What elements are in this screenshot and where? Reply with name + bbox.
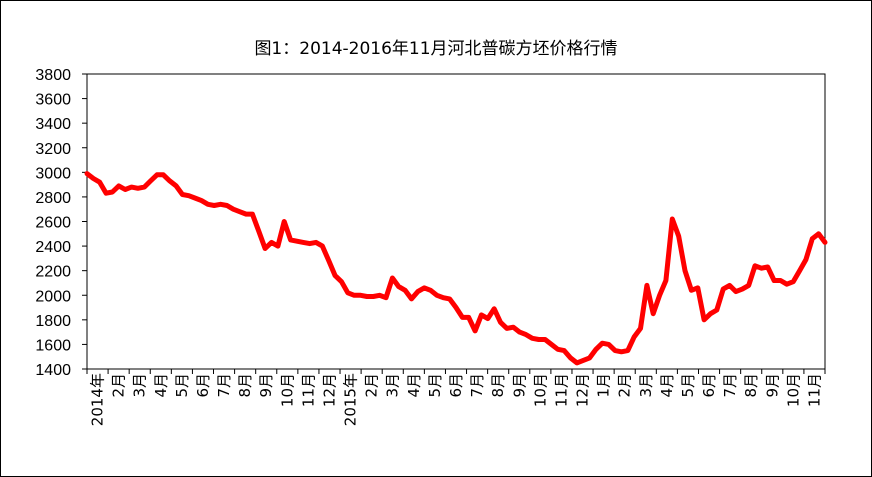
y-tick-label: 3800 (35, 67, 71, 84)
x-tick-label: 3月 (131, 373, 149, 398)
x-tick-label: 12月 (320, 373, 338, 407)
chart-title: 图1：2014-2016年11月河北普碳方坯价格行情 (254, 39, 618, 59)
x-tick-label: 10月 (531, 373, 549, 407)
x-tick-label: 1月 (595, 373, 613, 398)
x-tick-label: 6月 (447, 373, 465, 398)
y-tick-label: 2600 (35, 215, 71, 232)
series-line-0 (84, 171, 828, 366)
x-tick-label: 12月 (574, 373, 592, 407)
y-tick-label: 3400 (35, 116, 71, 133)
y-tick-label: 3200 (35, 141, 71, 158)
x-tick-label: 2014年 (89, 373, 107, 426)
x-tick-label: 4月 (658, 373, 676, 398)
y-tick-label: 1800 (35, 313, 71, 330)
x-tick-label: 5月 (426, 373, 444, 398)
y-tick-label: 3600 (35, 92, 71, 109)
y-tick-label: 2400 (35, 239, 71, 256)
y-tick-label: 2800 (35, 190, 71, 207)
y-tick-label: 2000 (35, 288, 71, 305)
x-tick-label: 9月 (510, 373, 528, 398)
x-tick-label: 11月 (552, 373, 570, 407)
x-tick-label: 11月 (299, 373, 317, 407)
x-tick-label: 6月 (194, 373, 212, 398)
x-tick-label: 5月 (679, 373, 697, 398)
x-tick-label: 5月 (173, 373, 191, 398)
x-tick-label: 7月 (215, 373, 233, 398)
plot-area (86, 73, 826, 370)
x-tick-label: 2015年 (342, 373, 360, 426)
y-tick-label: 3000 (35, 165, 71, 182)
x-tick-label: 8月 (742, 373, 760, 398)
x-tick-label: 10月 (784, 373, 802, 407)
x-tick-label: 7月 (721, 373, 739, 398)
x-tick-label: 9月 (257, 373, 275, 398)
y-tick-label: 1400 (35, 362, 71, 379)
y-axis: 1400 1600 1800 2000 2200 2400 2600 2800 3000 3200… (35, 67, 87, 379)
series-layer (84, 171, 828, 366)
x-tick-label: 2月 (616, 373, 634, 398)
x-tick-label: 10月 (278, 373, 296, 407)
x-tick-label: 4月 (405, 373, 423, 398)
x-tick-label: 2月 (363, 373, 381, 398)
x-tick-label: 4月 (152, 373, 170, 398)
x-tick-label: 9月 (763, 373, 781, 398)
y-tick-label: 1600 (35, 337, 71, 354)
y-tick-label: 2200 (35, 264, 71, 281)
x-axis: 2014年 2月 3月 4月 5月 6月 7月 8月 9月 10月 11月 12月 2015年 2月 3月 4… (86, 369, 826, 426)
x-tick-label: 8月 (236, 373, 254, 398)
x-tick-label: 3月 (384, 373, 402, 398)
x-tick-label: 6月 (700, 373, 718, 398)
x-tick-label: 7月 (468, 373, 486, 398)
x-tick-label: 3月 (637, 373, 655, 398)
x-tick-label: 11月 (805, 373, 823, 407)
x-tick-label: 8月 (489, 373, 507, 398)
x-tick-label: 2月 (110, 373, 128, 398)
